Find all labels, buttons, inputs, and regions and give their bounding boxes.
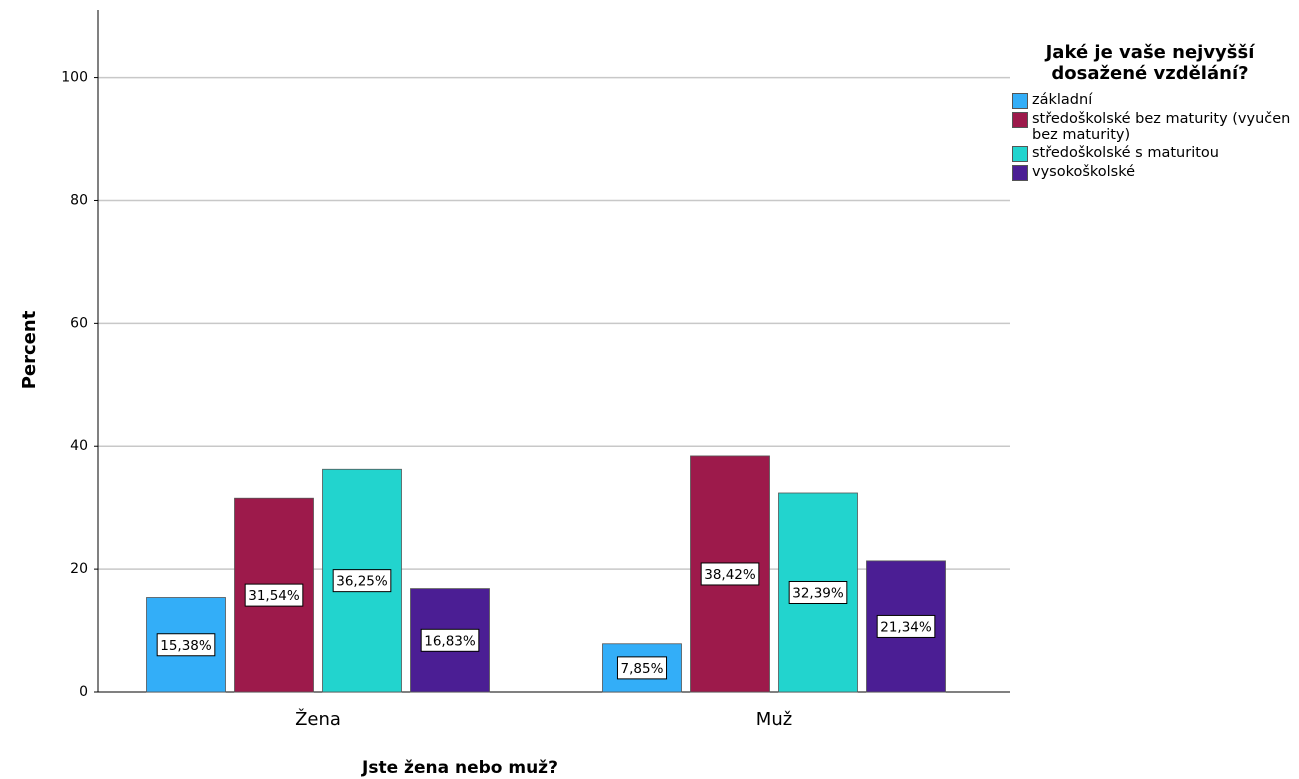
y-tick-label: 20 xyxy=(70,561,88,577)
y-tick-label: 60 xyxy=(70,315,88,331)
legend-swatch xyxy=(1012,165,1028,181)
legend-item: středoškolské bez maturity (vyučen bez m… xyxy=(1012,111,1296,143)
data-label: 32,39% xyxy=(792,585,844,601)
legend-item: základní xyxy=(1012,92,1296,109)
legend-label: základní xyxy=(1032,92,1093,108)
legend-item: vysokoškolské xyxy=(1012,164,1296,181)
legend-label: středoškolské bez maturity (vyučen bez m… xyxy=(1032,111,1291,143)
legend-label: vysokoškolské xyxy=(1032,164,1136,180)
data-label: 7,85% xyxy=(621,661,664,677)
y-tick-label: 80 xyxy=(70,192,88,208)
data-label-box xyxy=(700,562,760,586)
data-label-box xyxy=(332,569,392,593)
data-label-box xyxy=(420,628,480,652)
y-tick-label: 100 xyxy=(61,70,88,86)
x-axis-label: Jste žena nebo muž? xyxy=(361,758,558,778)
data-label-box xyxy=(244,583,304,607)
data-label-box xyxy=(616,656,668,680)
legend-swatch xyxy=(1012,112,1028,128)
y-tick-label: 0 xyxy=(79,684,88,700)
legend: Jaké je vaše nejvyšší dosažené vzdělání?… xyxy=(1012,42,1296,183)
x-tick-label: Muž xyxy=(756,709,792,730)
data-label-box xyxy=(156,633,216,657)
data-label: 31,54% xyxy=(248,588,300,604)
legend-item: středoškolské s maturitou xyxy=(1012,145,1296,162)
x-tick-label: Žena xyxy=(295,708,341,730)
y-tick-label: 40 xyxy=(70,438,88,454)
data-label: 36,25% xyxy=(336,574,388,590)
legend-label: středoškolské s maturitou xyxy=(1032,145,1219,161)
data-label-box xyxy=(876,614,936,638)
chart: Percent Jste žena nebo muž? 0 20 40 60 80 100… xyxy=(19,10,1010,778)
legend-swatch xyxy=(1012,146,1028,162)
data-label: 16,83% xyxy=(424,633,476,649)
data-label-box xyxy=(788,580,848,604)
legend-title: Jaké je vaše nejvyšší dosažené vzdělání? xyxy=(1045,42,1255,84)
data-label: 38,42% xyxy=(704,567,756,583)
data-label: 21,34% xyxy=(880,619,932,635)
y-axis-label: Percent xyxy=(19,310,40,389)
legend-swatch xyxy=(1012,93,1028,109)
data-label: 15,38% xyxy=(160,638,212,654)
